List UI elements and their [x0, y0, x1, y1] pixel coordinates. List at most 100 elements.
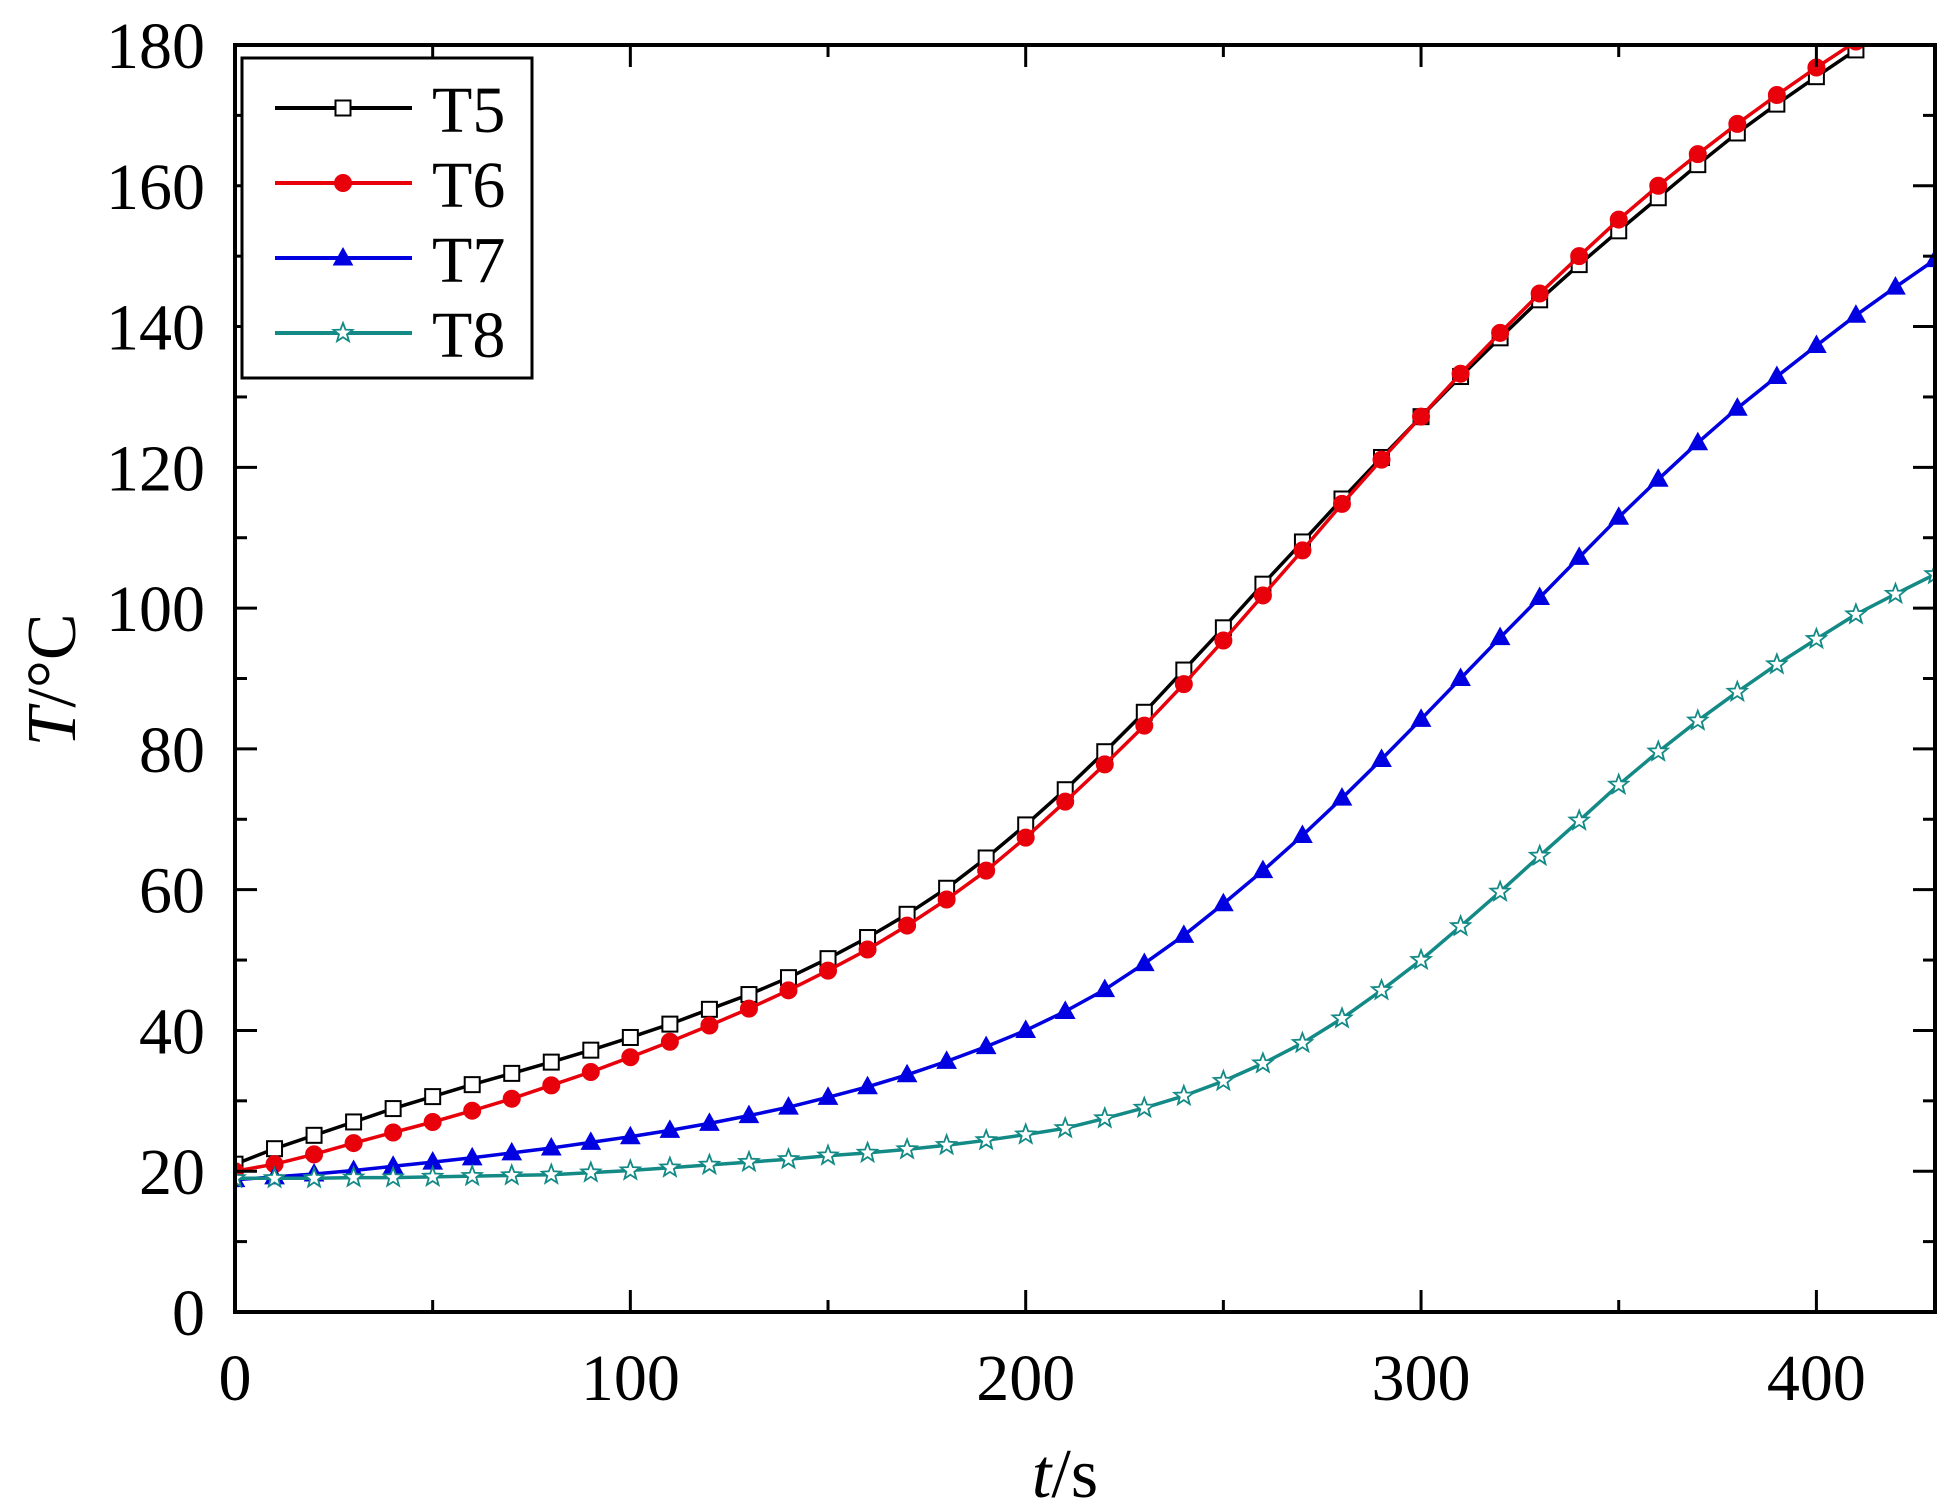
data-point	[581, 1062, 600, 1081]
data-point	[621, 1048, 640, 1067]
data-point	[1767, 85, 1786, 104]
x-axis-title: t/s	[1032, 1436, 1098, 1500]
data-point	[266, 1140, 284, 1158]
data-point	[424, 1088, 442, 1106]
data-point	[1687, 431, 1709, 451]
data-point	[1845, 304, 1867, 323]
y-axis-title: T/°C	[14, 613, 91, 746]
data-point	[1171, 1083, 1196, 1107]
data-point	[499, 1162, 524, 1186]
data-point	[423, 1112, 442, 1131]
data-point	[1885, 276, 1906, 295]
data-point	[501, 1141, 523, 1161]
data-point	[1766, 365, 1788, 385]
y-axis-variable: T	[14, 703, 91, 747]
data-point	[1253, 586, 1272, 605]
data-point	[937, 890, 956, 909]
data-point	[540, 1136, 562, 1156]
legend-label-T7: T7	[432, 224, 505, 297]
data-point	[895, 1136, 920, 1160]
data-point	[305, 1126, 323, 1144]
data-point	[934, 1132, 959, 1156]
data-point	[1213, 892, 1234, 912]
data-point	[1568, 546, 1590, 565]
data-point	[582, 1041, 600, 1059]
data-point	[1252, 859, 1274, 879]
data-point	[1646, 739, 1671, 762]
data-point	[1095, 755, 1114, 774]
data-point	[858, 940, 877, 959]
data-point	[384, 1100, 402, 1118]
data-point	[1013, 1122, 1038, 1145]
data-point	[1451, 364, 1470, 383]
data-point	[700, 1000, 718, 1018]
data-point	[460, 1163, 485, 1187]
data-point	[542, 1076, 561, 1095]
data-point	[1489, 626, 1511, 646]
data-point	[262, 1165, 287, 1189]
legend-marker-T5	[334, 99, 352, 117]
data-point	[816, 1143, 840, 1166]
data-point	[420, 1164, 445, 1187]
data-point	[977, 861, 996, 880]
data-point	[1726, 397, 1748, 416]
data-point	[660, 1032, 679, 1051]
data-point	[1570, 247, 1589, 266]
data-point	[305, 1145, 324, 1164]
data-point	[1369, 977, 1394, 1001]
data-point	[739, 999, 758, 1018]
y-tick-label: 80	[139, 714, 205, 787]
data-point	[1371, 748, 1392, 767]
data-point	[700, 1016, 719, 1035]
data-point	[699, 1112, 720, 1131]
data-point	[1649, 176, 1668, 195]
data-point	[1847, 45, 1865, 51]
data-point	[502, 1089, 521, 1108]
data-point	[1250, 1050, 1275, 1074]
x-axis-variable: t	[1032, 1436, 1053, 1500]
data-point	[341, 1165, 366, 1188]
data-point	[1606, 772, 1631, 795]
data-point	[1804, 626, 1829, 650]
legend-label-T6: T6	[432, 149, 505, 222]
data-point	[738, 1104, 760, 1124]
y-tick-label: 160	[106, 151, 205, 224]
series-line-T8	[235, 572, 1935, 1181]
data-point	[1887, 7, 1904, 24]
data-point	[1608, 506, 1630, 525]
y-axis: 0 20 40 60 80 100 120 140 160 180	[106, 10, 1935, 1350]
data-point	[1132, 1095, 1157, 1119]
legend-marker-T6	[334, 174, 352, 192]
data-point	[539, 1162, 564, 1185]
data-point	[1135, 716, 1154, 735]
y-tick-label: 120	[106, 432, 205, 505]
data-point	[1054, 1000, 1076, 1019]
y-tick-label: 140	[106, 292, 205, 365]
data-point	[778, 1096, 799, 1115]
data-point	[235, 1165, 247, 1189]
data-point	[819, 961, 838, 980]
data-point	[1016, 828, 1035, 847]
data-point	[1728, 114, 1747, 133]
data-point	[857, 1075, 878, 1095]
data-point	[1214, 631, 1233, 650]
data-point	[1764, 651, 1789, 675]
data-point	[659, 1119, 681, 1138]
data-point	[1331, 787, 1353, 806]
legend-marker-T7	[332, 246, 354, 266]
data-point	[1527, 843, 1552, 867]
data-point	[1450, 667, 1471, 686]
data-point	[657, 1155, 682, 1178]
data-point	[1293, 541, 1312, 560]
series-line-T7	[235, 258, 1935, 1182]
data-point	[1725, 679, 1750, 703]
data-point	[1015, 1019, 1037, 1038]
x-axis-unit: /s	[1051, 1436, 1098, 1500]
data-point	[621, 1028, 639, 1046]
data-point	[1688, 145, 1707, 164]
data-point	[1092, 1105, 1117, 1129]
data-point	[1609, 210, 1628, 229]
series-T7	[235, 248, 1935, 1188]
data-point	[1923, 561, 1935, 585]
